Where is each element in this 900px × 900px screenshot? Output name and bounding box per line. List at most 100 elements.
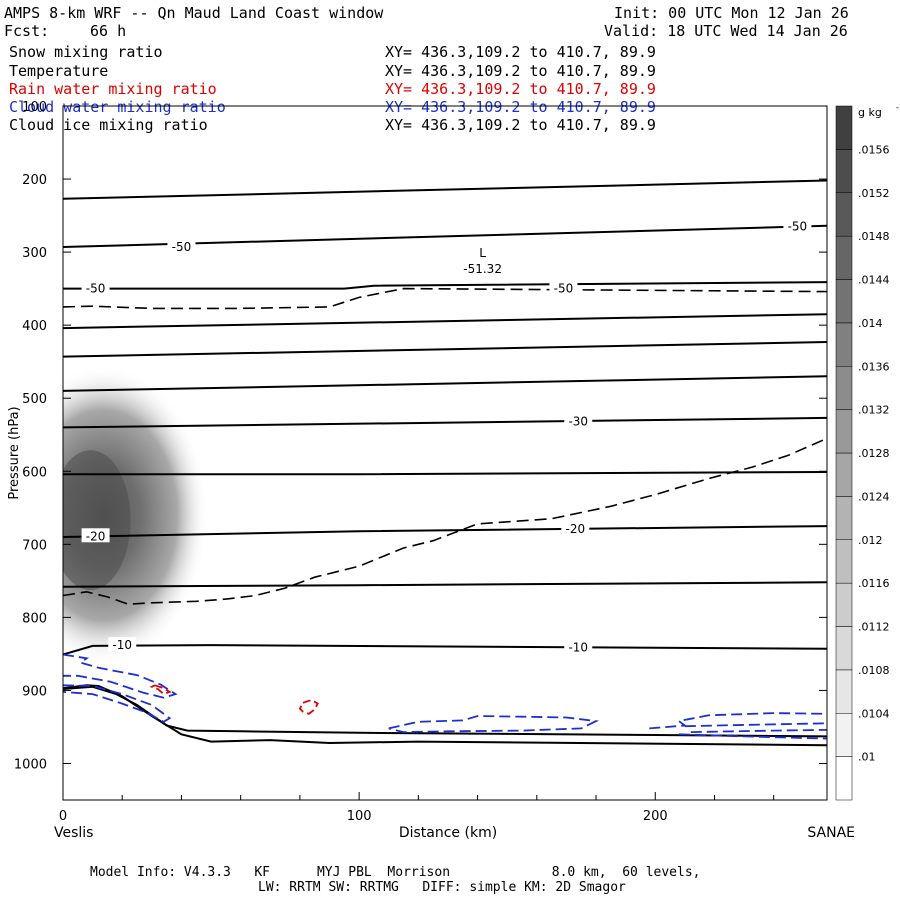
colorbar-swatch: [835, 366, 853, 410]
colorbar-swatch: [835, 582, 853, 627]
contour-label-bg: [81, 280, 110, 295]
model-info-line-1: Model Info: V4.3.3 KF MYJ PBL Morrison 8…: [90, 865, 701, 880]
colorbar-label: .014: [858, 317, 883, 330]
isotherm-line: [63, 281, 827, 290]
contour-label-bg: [564, 413, 593, 428]
y-tick-label: 900: [22, 684, 47, 699]
colorbar-label: .012: [858, 534, 883, 547]
contour-label: -50: [172, 240, 192, 254]
contour-label: -30: [568, 415, 588, 429]
contour-label: -20: [565, 522, 585, 536]
field-rain-name: Rain water mixing ratio: [9, 80, 217, 98]
colorbar-unit-exponent: -1: [896, 103, 900, 112]
colorbar-swatch: [835, 322, 853, 367]
cloud-water-contour: [684, 722, 827, 728]
colorbar-label: .0144: [858, 274, 890, 287]
colorbar-label: .0108: [858, 664, 890, 677]
colorbar-label: .0124: [858, 490, 890, 503]
isotherm-line: [63, 471, 827, 476]
dashed-contour-line: [63, 437, 827, 606]
contour-label-bg: [564, 639, 593, 654]
chart-title: AMPS 8-km WRF -- Qn Maud Land Coast wind…: [4, 4, 384, 22]
isotherm-line: [63, 644, 827, 656]
valid-time: Valid: 18 UTC Wed 14 Jan 26: [604, 22, 848, 40]
contour-label-bg: [167, 238, 196, 253]
field-cloud-ice-xy: XY= 436.3,109.2 to 410.7, 89.9: [385, 116, 656, 134]
contour-label: -10: [112, 638, 132, 652]
colorbar-swatch: [835, 105, 853, 150]
colorbar-swatch: [835, 756, 853, 801]
isotherm-line: [63, 375, 827, 392]
x-axis-label: Distance (km): [399, 825, 497, 841]
dashed-contour-line: [63, 287, 827, 310]
x-tick-label: 100: [347, 809, 372, 824]
isotherm-line: [63, 416, 827, 429]
init-time: Init: 00 UTC Mon 12 Jan 26: [614, 4, 849, 22]
plot-frame: [62, 105, 828, 801]
low-marker-letter: L: [479, 246, 486, 260]
y-tick-label: 700: [22, 538, 47, 553]
colorbar-label: .0136: [858, 360, 890, 373]
rain-water-contour: [298, 698, 319, 715]
colorbar-swatch: [835, 496, 853, 540]
terrain-contour-line: [63, 685, 827, 738]
terrain-contour-line: [63, 684, 827, 747]
colorbar-label: .0112: [858, 621, 890, 634]
y-axis-label: Pressure (hPa): [7, 406, 22, 499]
colorbar-swatch: [835, 452, 853, 497]
contour-label-bg: [81, 528, 110, 543]
colorbar-label: .0128: [858, 447, 890, 460]
colorbar-swatch: [835, 669, 853, 714]
field-temperature-name: Temperature: [9, 62, 109, 80]
cloud-water-contour: [678, 733, 827, 740]
colorbar-swatch: [835, 192, 853, 237]
contour-label: -50: [86, 282, 106, 296]
colorbar-label: .0132: [858, 404, 890, 417]
cloud-water-contour: [649, 712, 827, 730]
y-tick-label: 300: [22, 246, 47, 261]
contour-label: -50: [554, 282, 574, 296]
field-cloud-ice-name: Cloud ice mixing ratio: [9, 116, 208, 134]
colorbar-label: .0148: [858, 230, 890, 243]
y-tick-label: 500: [22, 392, 47, 407]
forecast-label: Fcst:: [4, 22, 50, 40]
colorbar-swatch: [835, 235, 853, 280]
y-tick-label: 400: [22, 319, 47, 334]
low-marker-value: -51.32: [463, 262, 502, 276]
x-start-label: Veslis: [54, 825, 93, 841]
colorbar-label: .0156: [858, 143, 890, 156]
x-tick-label: 200: [643, 809, 668, 824]
colorbar-label: .0104: [858, 707, 890, 720]
y-tick-label: 200: [22, 173, 47, 188]
colorbar-swatch: [835, 713, 853, 757]
field-snow-xy: XY= 436.3,109.2 to 410.7, 89.9: [385, 43, 656, 61]
y-tick-label: 800: [22, 611, 47, 626]
rain-water-contour: [149, 684, 172, 696]
contour-label-bg: [783, 218, 812, 233]
snow-mixing-ratio-blob: [63, 365, 209, 666]
y-tick-label: 1000: [14, 757, 47, 772]
field-rain-xy: XY= 436.3,109.2 to 410.7, 89.9: [385, 80, 656, 98]
colorbar-unit: g kg: [858, 106, 882, 119]
isotherm-line: [63, 341, 827, 358]
field-cloud-water-xy: XY= 436.3,109.2 to 410.7, 89.9: [385, 98, 656, 116]
x-end-label: SANAE: [807, 825, 855, 841]
field-cloud-water-name: Cloud water mixing ratio: [9, 98, 226, 116]
colorbar-swatch: [835, 149, 853, 193]
isotherm-line: [63, 179, 827, 200]
y-tick-label: 600: [22, 465, 47, 480]
contour-label: -50: [788, 220, 808, 234]
colorbar-swatch: [835, 409, 853, 454]
snow-mixing-ratio-core: [63, 450, 131, 591]
isotherm-line: [63, 581, 827, 588]
colorbar-label: .0152: [858, 187, 890, 200]
contour-label-bg: [561, 520, 590, 535]
colorbar-swatch: [835, 626, 853, 671]
cloud-water-contour: [388, 715, 600, 734]
cloud-water-contour: [63, 684, 172, 723]
colorbar-label: .0116: [858, 577, 890, 590]
colorbar-swatch: [835, 279, 853, 324]
cloud-water-contour: [690, 729, 827, 733]
x-tick-label: 0: [59, 809, 67, 824]
